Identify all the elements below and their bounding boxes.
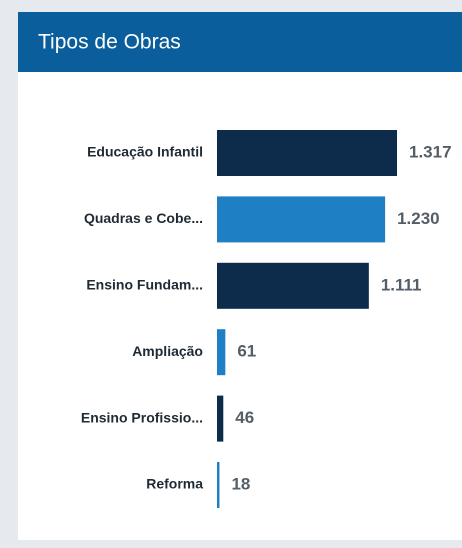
value-label: 46	[235, 408, 254, 427]
value-label: 18	[231, 474, 250, 493]
value-label: 61	[237, 342, 256, 361]
value-label: 1.111	[381, 275, 422, 294]
bar	[217, 262, 369, 309]
value-label: 1.230	[397, 209, 440, 228]
bar	[217, 130, 397, 176]
category-label: Ensino Fundam...	[86, 277, 203, 293]
bar	[217, 462, 220, 508]
category-label: Ensino Profissio...	[81, 409, 203, 425]
bar	[217, 329, 226, 376]
value-label: 1.317	[409, 142, 452, 161]
bar	[217, 395, 224, 442]
bar	[217, 196, 386, 243]
category-label: Ampliação	[132, 343, 203, 359]
category-label: Quadras e Cobe...	[84, 210, 203, 226]
category-label: Educação Infantil	[87, 144, 203, 160]
chart-title: Tipos de Obras	[38, 31, 181, 54]
category-label: Reforma	[146, 476, 203, 492]
card-header	[18, 12, 462, 72]
